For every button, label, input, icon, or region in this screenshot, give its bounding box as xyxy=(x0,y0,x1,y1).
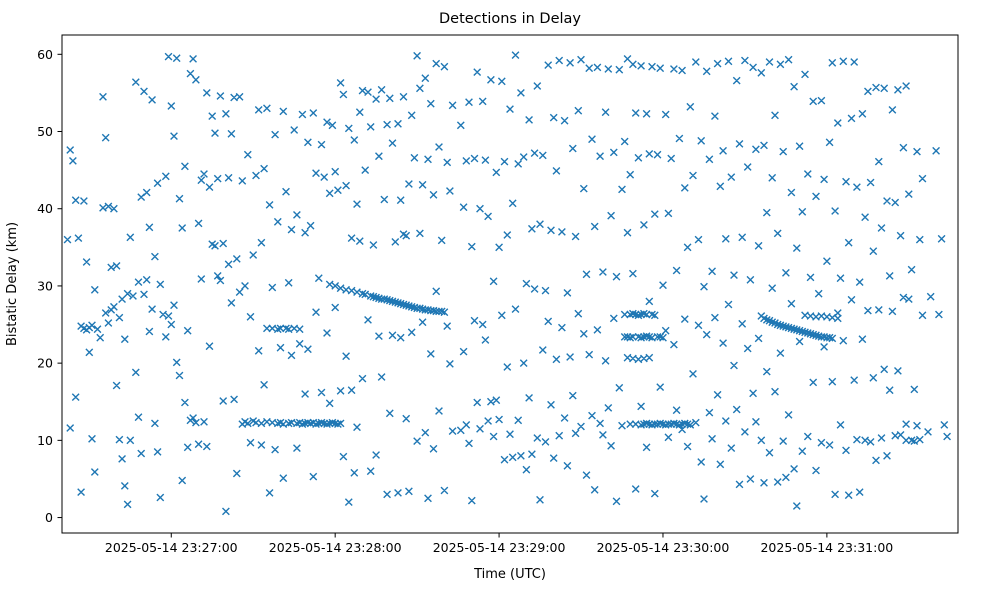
x-axis-label: Time (UTC) xyxy=(473,567,546,582)
y-tick-label: 10 xyxy=(37,433,53,448)
y-tick-label: 50 xyxy=(37,124,53,139)
x-tick-label: 2025-05-14 23:28:00 xyxy=(269,540,402,555)
y-tick-label: 20 xyxy=(37,356,53,371)
y-tick-label: 40 xyxy=(37,201,53,216)
axes-frame xyxy=(61,34,959,534)
x-tick-label: 2025-05-14 23:27:00 xyxy=(105,540,238,555)
chart-title: Detections in Delay xyxy=(439,11,581,27)
plot-area: 2025-05-14 23:27:00 2025-05-14 23:28:00 20… xyxy=(37,34,959,555)
y-axis-label: Bistatic Delay (km) xyxy=(5,222,20,346)
x-tick-label: 2025-05-14 23:31:00 xyxy=(760,540,893,555)
x-tick-label: 2025-05-14 23:30:00 xyxy=(597,540,730,555)
scatter-markers xyxy=(63,51,951,516)
y-tick-label: 60 xyxy=(37,47,53,62)
x-tick-label: 2025-05-14 23:29:00 xyxy=(433,540,566,555)
y-tick-label: 30 xyxy=(37,278,53,293)
y-tick-label: 0 xyxy=(45,510,53,525)
